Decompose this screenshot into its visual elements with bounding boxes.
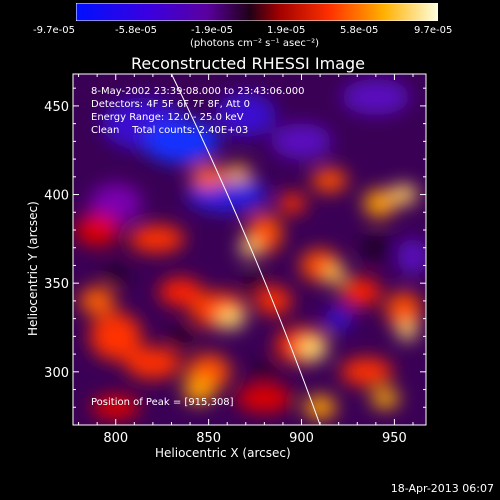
heatmap-blob [236,384,293,413]
heatmap-blob [215,92,276,137]
heatmap-blob [142,119,219,164]
x-tick-label: 850 [196,431,221,446]
heatmap-blob [190,164,227,189]
heatmap-blob [89,312,142,361]
heatmap-blob [371,388,400,409]
heatmap-blob [79,286,116,315]
x-tick-label: 900 [289,431,314,446]
heatmap-blob [324,306,353,331]
colorbar-tick: 9.7e-05 [414,25,453,36]
heatmap-blob [363,189,396,218]
annotation-energy: Energy Range: 12.0 - 25.0 keV [91,112,244,123]
heatmap-blob [103,264,128,285]
y-axis-label: Heliocentric Y (arcsec) [26,201,40,336]
y-tick-label: 300 [44,366,69,381]
heatmap-blob [385,291,422,328]
heatmap-blob [216,308,245,329]
heatmap-blob [340,357,393,386]
footer-date: 18-Apr-2013 06:07 [390,482,494,495]
limb-line [171,73,321,426]
solar-limb-line [171,73,321,426]
heatmap-blob [239,238,260,257]
heatmap-blob [91,395,140,420]
annotation-detectors: Detectors: 4F 5F 6F 7F 8F, Att 0 [91,99,251,110]
x-tick-label: 800 [103,431,128,446]
colorbar-tick: 1.9e-05 [267,25,306,36]
heatmap-blob [361,235,390,260]
heatmap-blob [183,375,216,404]
colorbar-tick: -5.8e-05 [115,25,157,36]
annotation-counts: Clean Total counts: 2.40E+03 [91,125,249,136]
heatmap-blob [89,183,142,224]
annotation-time: 8-May-2002 23:39:08.000 to 23:43:06.000 [91,86,305,97]
colorbar [76,3,438,21]
y-tick-label: 350 [44,277,69,292]
heatmap-blob [340,278,381,307]
heatmap-blob [341,79,410,116]
heatmap-blob [389,184,418,205]
heatmap-blob [298,336,327,361]
heatmap-blob [396,238,426,275]
heatmap-blob [252,361,277,382]
heatmap-blob [278,193,307,214]
colorbar-unit-label: (photons cm⁻² s⁻¹ asec⁻²) [190,38,320,49]
heatmap-blob [166,326,195,347]
heatmap-blob [128,224,185,253]
heatmap-blob [311,168,348,193]
heatmap-blob [124,346,181,379]
y-tick-label: 450 [44,100,69,115]
axes: 800 850 900 950 300 350 400 450 [44,74,426,446]
heatmap-blob [226,164,251,183]
heatmap-blob [243,273,268,294]
y-tick-label: 400 [44,189,69,204]
x-axis-label: Heliocentric X (arcsec) [155,446,291,460]
heatmap [73,74,426,425]
colorbar-tick: -1.9e-05 [191,25,233,36]
plot-frame [72,73,427,426]
heatmap-blob [304,395,337,420]
colorbar-tick: -9.7e-05 [33,25,75,36]
x-tick-label: 950 [382,431,407,446]
heatmap-blob [255,286,292,315]
colorbar-tick: 5.8e-05 [340,25,379,36]
heatmap-blob [324,264,345,285]
heatmap-blob [397,322,418,341]
heatmap-blob [158,278,203,307]
chart-title: Reconstructed RHESSI Image [131,54,365,73]
heatmap-blob [75,214,120,246]
heatmap-blob [271,123,332,160]
peak-position-text: Position of Peak = [915,308] [91,397,234,408]
